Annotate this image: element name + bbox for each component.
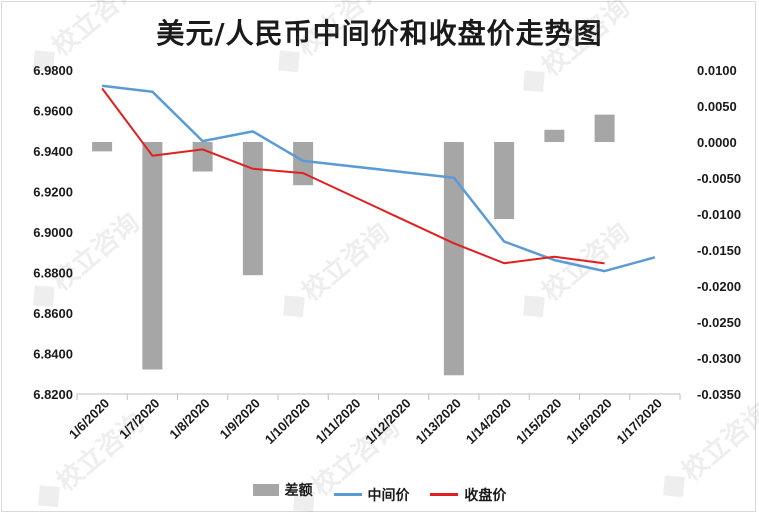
- bar-diff: [92, 142, 113, 152]
- left-axis: 6.9800 6.9600 6.9400 6.9200 6.9000 6.8800 6.86…: [33, 63, 73, 402]
- line-mid-price: [101, 84, 656, 273]
- watermark-logo-icon: [38, 485, 60, 508]
- watermark-logo-icon: [523, 295, 545, 318]
- y-right-tick-label: -0.0300: [697, 351, 741, 366]
- bar-diff: [544, 129, 565, 142]
- line-series: [101, 84, 656, 273]
- y-left-tick-label: 6.9000: [33, 225, 73, 240]
- y-left-tick-label: 6.8600: [33, 306, 73, 321]
- legend-swatch-close: [430, 493, 459, 496]
- y-right-tick-label: 0.0050: [697, 99, 737, 114]
- bar-diff: [594, 114, 615, 142]
- watermark-text: 校立咨询: [296, 217, 396, 308]
- legend: 差额 中间价 收盘价: [0, 480, 759, 505]
- y-left-tick-label: 6.9800: [33, 63, 73, 78]
- y-right-tick-label: -0.0250: [697, 315, 741, 330]
- y-right-tick-label: -0.0100: [697, 207, 741, 222]
- legend-label-mid: 中间价: [367, 487, 410, 504]
- watermark-text: 校立咨询: [291, 0, 391, 62]
- watermark-text: 校立咨询: [46, 207, 146, 298]
- watermark-logo-icon: [293, 490, 315, 513]
- bar-diff: [242, 142, 263, 276]
- right-axis: 0.0100 0.0050 0.0000 -0.0050 -0.0100 -0.0150 -…: [697, 63, 741, 402]
- watermark: 校立咨询: [33, 207, 146, 308]
- x-tick-label: 1/15/2020: [513, 396, 565, 448]
- y-right-tick-label: -0.0350: [697, 387, 741, 402]
- watermark-logo-icon: [278, 50, 300, 73]
- bar-diff: [443, 142, 464, 376]
- bar-series: [92, 114, 615, 376]
- bar-diff: [494, 142, 515, 220]
- bar-diff: [293, 142, 314, 186]
- watermark: 校立咨询: [523, 0, 636, 93]
- watermark-logo-icon: [663, 475, 685, 498]
- legend-item-close: 收盘价: [430, 485, 506, 505]
- y-right-tick-label: -0.0150: [697, 243, 741, 258]
- y-right-tick-label: -0.0050: [697, 171, 741, 186]
- watermark-text: 校立咨询: [536, 0, 636, 82]
- y-left-tick-label: 6.9400: [33, 144, 73, 159]
- x-tick-label: 1/16/2020: [563, 396, 615, 448]
- watermark: 校立咨询: [278, 0, 391, 73]
- x-tick-label: 1/8/2020: [166, 396, 212, 442]
- y-left-tick-label: 6.8400: [33, 347, 73, 362]
- watermark: 校立咨询: [523, 217, 636, 318]
- x-tick-label: 1/10/2020: [262, 396, 314, 448]
- legend-item-mid: 中间价: [333, 485, 410, 505]
- y-right-tick-label: 0.0000: [697, 135, 737, 150]
- y-left-tick-label: 6.8200: [33, 387, 73, 402]
- watermark-logo-icon: [523, 70, 545, 93]
- y-right-tick-label: -0.0200: [697, 279, 741, 294]
- y-right-tick-label: 0.0100: [697, 63, 737, 78]
- legend-swatch-mid: [333, 493, 362, 496]
- line-close-price: [101, 87, 605, 265]
- legend-label-diff: 差额: [284, 483, 313, 499]
- legend-label-close: 收盘价: [464, 487, 507, 504]
- watermark-logo-icon: [33, 50, 55, 73]
- legend-swatch-bar: [252, 484, 279, 496]
- watermark-text: 校立咨询: [676, 397, 759, 488]
- x-tick-label: 1/14/2020: [463, 396, 515, 448]
- x-axis: 1/6/2020 1/7/2020 1/8/2020 1/9/20201/10/202…: [66, 393, 681, 448]
- legend-item-diff: 差额: [252, 480, 313, 500]
- watermark-text: 校立咨询: [536, 217, 636, 308]
- y-left-tick-label: 6.9600: [33, 104, 73, 119]
- x-tick-label: 1/13/2020: [412, 396, 464, 448]
- watermark-logo-icon: [33, 285, 55, 308]
- watermark-logo-icon: [283, 295, 305, 318]
- bar-diff: [142, 142, 163, 370]
- chart-title: 美元/人民币中间价和收盘价走势图: [156, 17, 603, 50]
- watermark: 校立咨询: [283, 217, 396, 318]
- bar-diff: [192, 142, 213, 172]
- y-left-tick-label: 6.9200: [33, 185, 73, 200]
- x-tick-label: 1/17/2020: [613, 396, 665, 448]
- y-left-tick-label: 6.8800: [33, 266, 73, 281]
- x-tick-label: 1/9/2020: [217, 396, 263, 442]
- watermark-text: 校立咨询: [46, 0, 146, 62]
